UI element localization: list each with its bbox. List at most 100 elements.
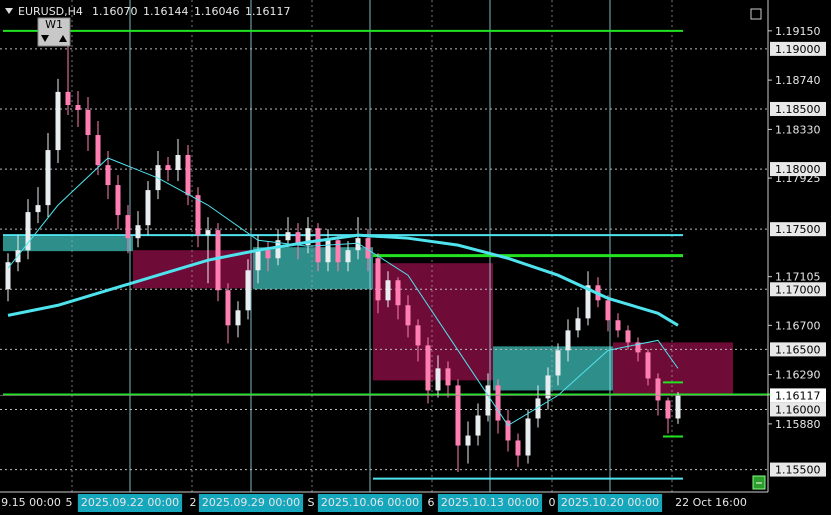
zone	[373, 263, 493, 381]
level-label: 1.16000	[775, 403, 821, 416]
candle-body	[105, 165, 111, 186]
candle-body	[185, 155, 191, 196]
y-tick-label: 1.15880	[775, 418, 821, 431]
candle-body	[235, 310, 241, 326]
x-tick-box	[557, 494, 663, 512]
level-label: 1.16500	[775, 343, 821, 356]
level-label: 1.17500	[775, 223, 821, 236]
x-tick-fragment: 5	[66, 496, 73, 509]
candle-body	[505, 420, 511, 441]
current-price-box	[770, 388, 826, 403]
candle-body	[355, 238, 361, 251]
candle-body	[405, 305, 411, 326]
candle-body	[625, 330, 631, 343]
candle-body	[435, 368, 441, 391]
candle-body	[175, 155, 181, 171]
candle-body	[265, 250, 271, 259]
period-label: W1	[45, 18, 63, 31]
candle-body	[395, 280, 401, 306]
x-tick-fragment: 2	[190, 496, 197, 509]
y-tick-label: 1.16290	[775, 369, 821, 382]
level-box	[770, 342, 826, 357]
candle-body	[225, 290, 231, 326]
candle-body	[425, 345, 431, 391]
candle-body	[375, 258, 381, 301]
zone	[253, 247, 373, 290]
candle-body	[295, 232, 301, 246]
candle-body	[35, 205, 41, 213]
candle-body	[475, 415, 481, 436]
x-tick-fragment: S	[308, 496, 315, 509]
candle-body	[495, 385, 501, 421]
candle-body	[635, 342, 641, 353]
zone	[493, 346, 613, 391]
candle-body	[465, 435, 471, 446]
candle-body	[115, 185, 121, 216]
candle-body	[305, 228, 311, 246]
x-tick-label: 2025.10.13 00:00	[441, 496, 539, 509]
current-price-label: 1.16117	[775, 389, 821, 402]
candle-body	[345, 250, 351, 263]
candle-body	[205, 230, 211, 236]
y-tick-label: 1.17105	[775, 271, 821, 284]
candle-body	[445, 368, 451, 386]
moving-average	[7, 157, 679, 427]
level-box	[770, 402, 826, 417]
candle-body	[485, 385, 491, 416]
candle-body	[565, 330, 571, 351]
candle-body	[655, 378, 661, 401]
candle-body	[215, 230, 221, 291]
ohlc-close: 1.16117	[245, 5, 291, 18]
x-tick-box	[198, 494, 304, 512]
candle-body	[525, 418, 531, 456]
candle-body	[575, 318, 581, 331]
level-box	[770, 41, 826, 56]
candle-body	[555, 350, 561, 376]
candle-body	[285, 232, 291, 241]
candle-body	[75, 105, 81, 110]
candle-body	[415, 325, 421, 346]
x-tick-label: 2025.10.06 00:00	[321, 496, 419, 509]
x-tick-box	[77, 494, 183, 512]
level-box	[770, 282, 826, 297]
symbol-title: EURUSD,H4	[18, 5, 83, 18]
x-tick-label: 2025.09.22 00:00	[81, 496, 179, 509]
candle-body	[515, 440, 521, 456]
candle-body	[605, 300, 611, 321]
level-label: 1.19000	[775, 43, 821, 56]
candle-body	[645, 352, 651, 379]
candle-body	[45, 150, 51, 206]
candle-body	[615, 320, 621, 331]
level-label: 1.15500	[775, 464, 821, 477]
symbol-menu-icon[interactable]	[5, 8, 13, 14]
zone	[613, 342, 733, 396]
level-box	[770, 462, 826, 477]
candle-body	[545, 375, 551, 399]
candle-body	[85, 109, 91, 136]
zone	[3, 236, 133, 252]
candle-body	[195, 195, 201, 236]
window-icon[interactable]	[750, 8, 762, 20]
candle-body	[135, 225, 141, 239]
candle-body	[165, 165, 171, 171]
level-label: 1.17000	[775, 283, 821, 296]
y-tick-label: 1.17925	[775, 172, 821, 185]
candle-body	[125, 215, 131, 239]
y-tick-label: 1.16700	[775, 319, 821, 332]
level-box	[770, 101, 826, 116]
x-tick-fragment: 0	[549, 496, 556, 509]
y-tick-label: 1.18740	[775, 74, 821, 87]
time-label: 22 Oct 16:00	[675, 496, 747, 509]
candle-body	[255, 250, 261, 271]
candle-body	[665, 400, 671, 419]
y-tick-label: 1.19150	[775, 25, 821, 38]
x-tick-fragment: 9.15 00:00	[1, 496, 61, 509]
candle-body	[325, 240, 331, 263]
period-arrows[interactable]	[41, 35, 67, 42]
candle-body	[335, 240, 341, 263]
x-tick-fragment: 6	[428, 496, 435, 509]
x-tick-label: 2025.10.20 00:00	[561, 496, 659, 509]
candle-body	[455, 385, 461, 446]
